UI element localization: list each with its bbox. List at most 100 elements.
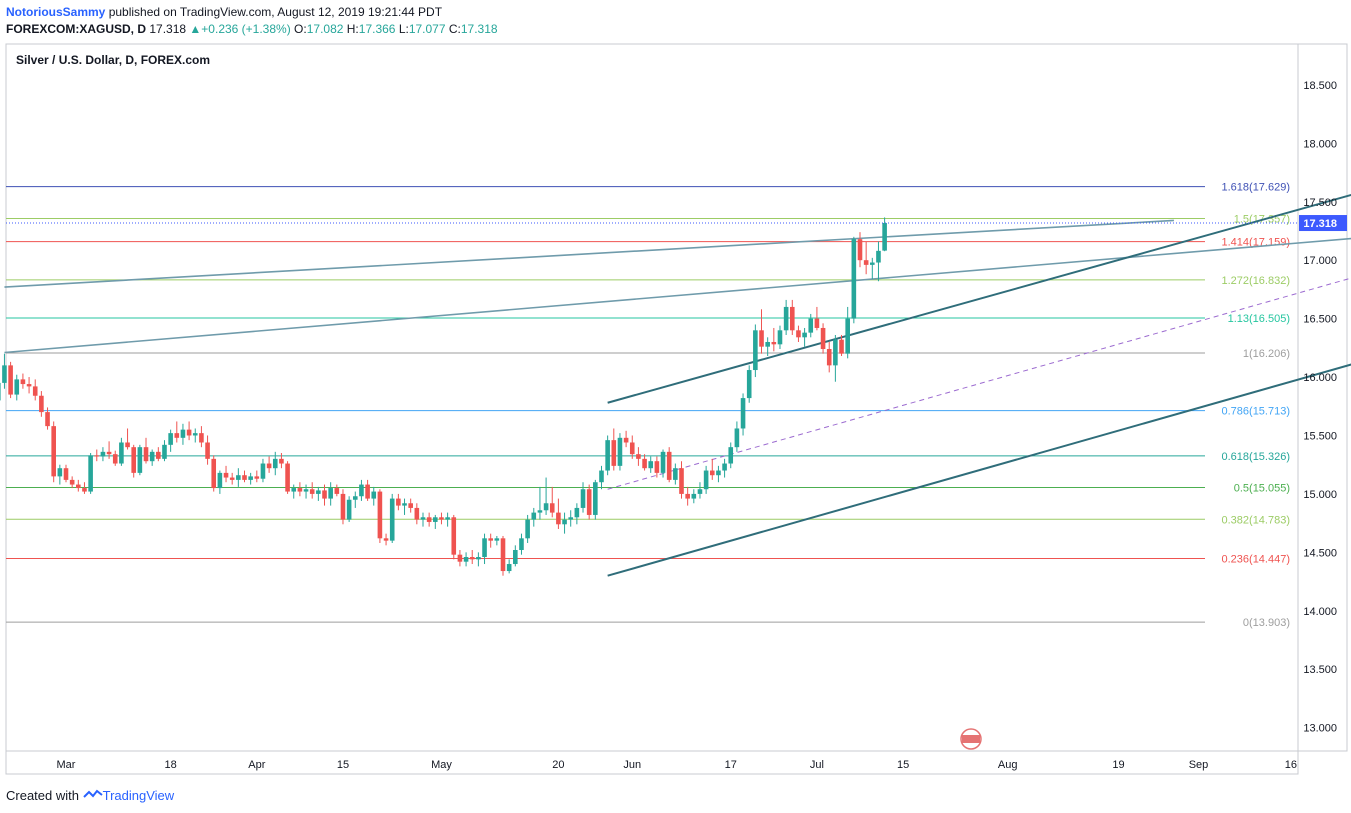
- candle-body: [156, 451, 161, 459]
- price-tick: 18.500: [1303, 80, 1337, 92]
- candle-body: [753, 330, 758, 371]
- candles[interactable]: [0, 217, 887, 576]
- fibonacci-levels[interactable]: 0(13.903) 0.236(14.447) 0.382(14.783) 0.5(1…: [6, 182, 1290, 629]
- candle-body: [236, 475, 241, 480]
- candle-body: [617, 437, 623, 466]
- candle-body: [851, 239, 857, 319]
- candle-body: [697, 489, 703, 494]
- candle-body: [383, 538, 389, 541]
- candle-body: [402, 503, 407, 506]
- price-change: +0.236 (+1.38%): [201, 22, 291, 36]
- candle-body: [685, 493, 690, 499]
- candle-body: [728, 447, 734, 464]
- candle-body: [703, 470, 709, 490]
- candle-body: [0, 382, 1, 401]
- candle-body: [863, 260, 869, 265]
- candle-body: [500, 538, 506, 572]
- price-axis[interactable]: [1297, 43, 1348, 752]
- candle-body: [439, 517, 444, 520]
- candle-body: [876, 250, 881, 263]
- fib-label: 0.786(15.713): [1222, 406, 1291, 418]
- candle-body: [217, 472, 223, 489]
- date-tick: 15: [337, 759, 349, 771]
- events-badge[interactable]: [960, 728, 982, 750]
- candle-body: [76, 484, 81, 489]
- candle-body: [309, 489, 315, 494]
- candle-body: [137, 447, 143, 473]
- candle-body: [593, 482, 598, 515]
- candle-body: [870, 262, 875, 265]
- candle-body: [266, 463, 272, 469]
- plot-area[interactable]: [5, 43, 1299, 752]
- date-tick: May: [431, 759, 452, 771]
- candle-body: [746, 370, 752, 399]
- candle-body: [162, 444, 167, 459]
- close-label: C:: [448, 22, 461, 36]
- candle-body: [513, 550, 518, 565]
- candle-body: [740, 398, 746, 429]
- candle-body: [845, 318, 850, 354]
- date-tick: Jun: [623, 759, 641, 771]
- candle-body: [716, 470, 721, 476]
- date-tick: 19: [1112, 759, 1124, 771]
- fib-label: 1(16.206): [1243, 348, 1290, 360]
- candle-body: [777, 330, 783, 345]
- high-label: H:: [346, 22, 359, 36]
- trendline: [4, 219, 1174, 288]
- date-tick: 15: [897, 759, 909, 771]
- candle-body: [765, 341, 770, 347]
- candle-body: [882, 223, 887, 251]
- candle-body: [679, 468, 684, 494]
- tradingview-brand[interactable]: TradingView: [102, 788, 175, 803]
- author-name[interactable]: NotoriousSammy: [6, 5, 106, 19]
- trendlines[interactable]: [4, 188, 1351, 577]
- fib-label: 0.382(14.783): [1222, 514, 1291, 526]
- last-price-tag: [1299, 215, 1347, 232]
- candle-body: [734, 428, 740, 448]
- candle-body: [568, 517, 574, 520]
- candle-body: [586, 489, 592, 515]
- price-tick: 15.000: [1303, 489, 1337, 501]
- time-axis[interactable]: [5, 750, 1299, 775]
- candle-body: [789, 306, 795, 331]
- candle-body: [174, 433, 180, 438]
- date-tick: Aug: [998, 759, 1018, 771]
- date-tick: Sep: [1189, 759, 1209, 771]
- candle-body: [722, 463, 727, 471]
- candle-body: [359, 484, 364, 497]
- candle-body: [223, 472, 229, 478]
- date-tick: 20: [552, 759, 564, 771]
- fib-label: 0(13.903): [1243, 617, 1290, 629]
- trendline: [4, 237, 1351, 354]
- symbol-info: FOREXCOM:XAGUSD, D 17.318 ▲+0.236 (+1.38…: [6, 22, 498, 36]
- candle-body: [654, 461, 660, 473]
- candle-body: [254, 476, 260, 479]
- fib-label: 1.272(16.832): [1222, 275, 1291, 287]
- candle-body: [149, 451, 155, 462]
- candle-body: [322, 490, 327, 499]
- price-tick: 14.500: [1303, 547, 1337, 559]
- fib-label: 1.13(16.505): [1228, 313, 1290, 325]
- candle-body: [648, 461, 654, 469]
- price-tick: 16.500: [1303, 314, 1337, 326]
- candle-body: [445, 517, 450, 520]
- last-price-value: 17.318: [1303, 218, 1337, 230]
- symbol-name: FOREXCOM:XAGUSD, D: [6, 22, 147, 36]
- price-tick: 15.500: [1303, 430, 1337, 442]
- price-tick: 17.000: [1303, 255, 1337, 267]
- candle-body: [574, 507, 580, 518]
- candle-body: [88, 455, 93, 492]
- price-tick: 17.500: [1303, 197, 1337, 209]
- candle-body: [629, 442, 635, 455]
- candle-body: [469, 557, 475, 560]
- candle-body: [408, 503, 413, 508]
- candle-body: [260, 463, 266, 479]
- candle-body: [605, 440, 610, 471]
- candle-body: [808, 318, 814, 333]
- candle-body: [420, 517, 426, 520]
- low-label: L:: [398, 22, 409, 36]
- candle-body: [611, 440, 617, 466]
- candle-body: [451, 517, 457, 555]
- candle-body: [433, 517, 438, 522]
